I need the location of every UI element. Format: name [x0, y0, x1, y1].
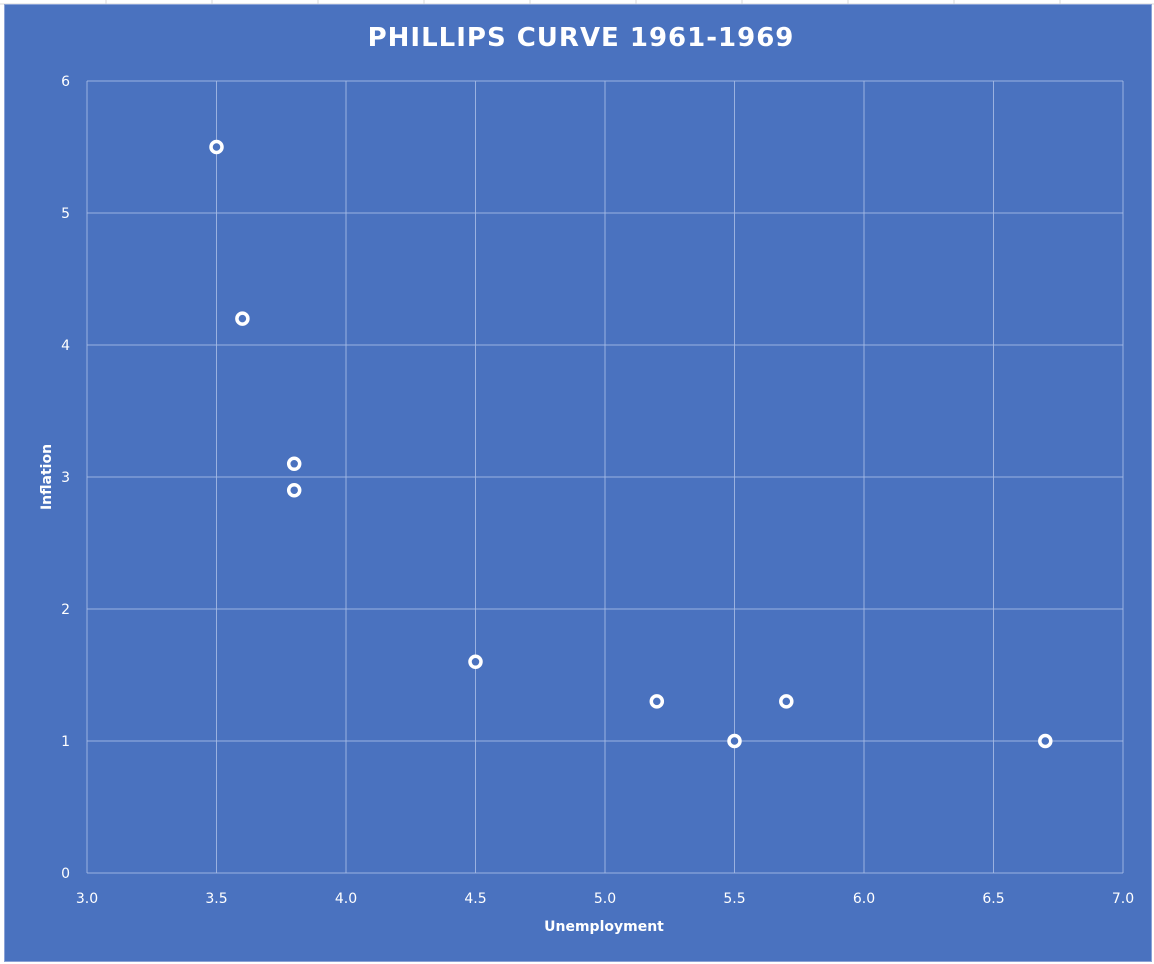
y-axis-tick-labels: 0 1 2 3 4 5 6 [61, 74, 70, 882]
x-tick-label: 3.5 [205, 891, 227, 907]
y-tick-label: 3 [61, 470, 70, 486]
y-tick-label: 6 [61, 74, 70, 90]
chart-title: PHILLIPS CURVE 1961-1969 [368, 23, 795, 53]
data-point [286, 456, 302, 472]
y-axis-title: Inflation [39, 444, 55, 510]
x-tick-label: 3.0 [76, 891, 98, 907]
chart-area[interactable] [4, 4, 1152, 962]
y-tick-label: 5 [61, 206, 70, 222]
data-point [1038, 733, 1053, 749]
data-point [779, 694, 794, 709]
x-tick-label: 6.0 [853, 891, 875, 907]
data-point [235, 311, 250, 326]
y-tick-label: 2 [61, 602, 70, 618]
data-points [209, 139, 1053, 749]
x-tick-label: 4.0 [335, 891, 357, 907]
data-point [727, 733, 742, 749]
x-axis-title: Unemployment [544, 919, 664, 935]
plot-gridlines [86, 80, 1124, 874]
data-point [468, 654, 483, 670]
x-tick-label: 7.0 [1112, 891, 1134, 907]
x-tick-label: 5.0 [594, 891, 616, 907]
y-tick-label: 1 [61, 734, 70, 750]
x-tick-label: 4.5 [464, 891, 486, 907]
x-axis-tick-labels: 3.0 3.5 4.0 4.5 5.0 5.5 6.0 6.5 7.0 [76, 891, 1134, 907]
x-tick-label: 6.5 [982, 891, 1004, 907]
x-tick-label: 5.5 [723, 891, 745, 907]
data-point [209, 139, 224, 155]
data-point [649, 694, 665, 709]
y-tick-label: 0 [61, 866, 70, 882]
y-tick-label: 4 [61, 338, 70, 354]
data-point [286, 482, 302, 498]
